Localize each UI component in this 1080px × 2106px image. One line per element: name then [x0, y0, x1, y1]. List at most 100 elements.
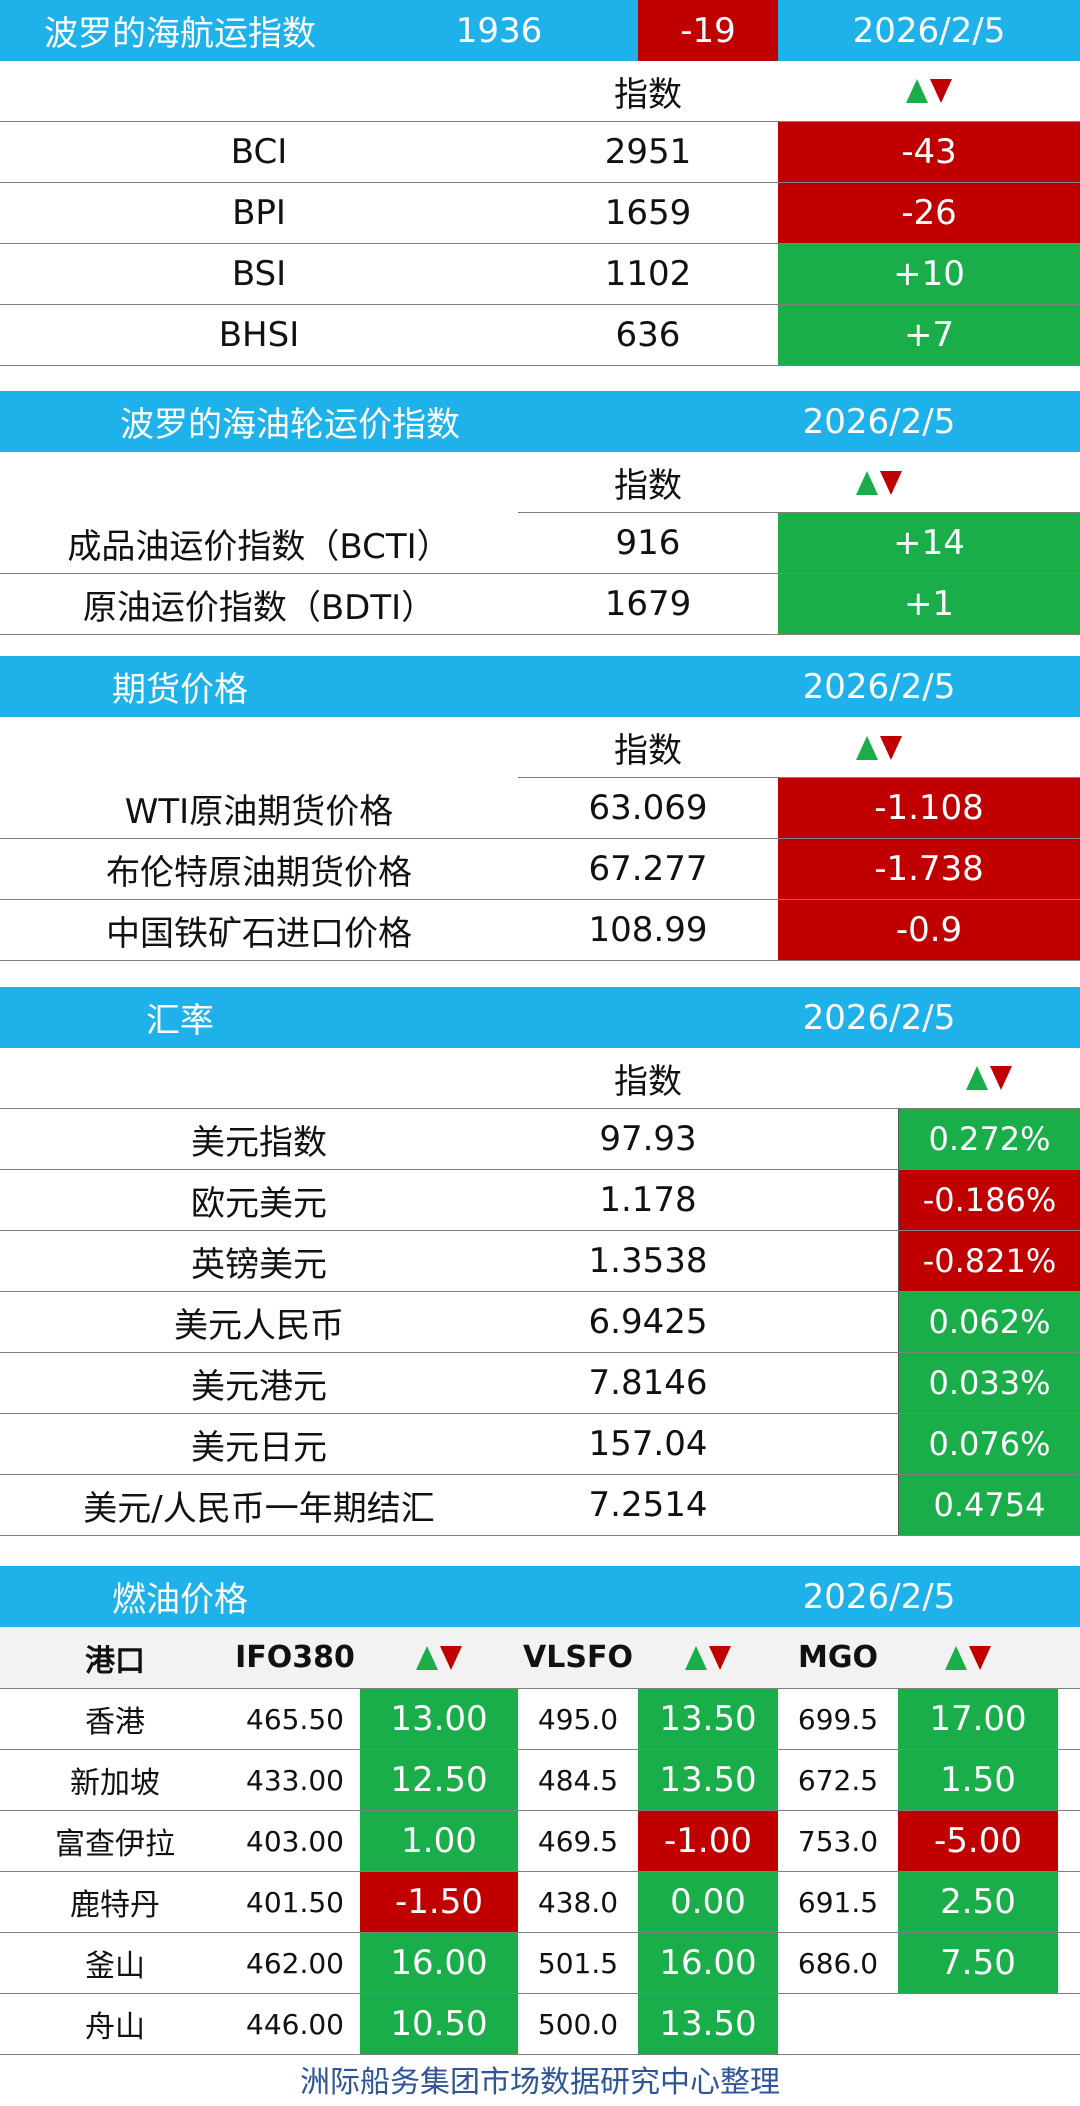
vlsfo-price: 500.0 [537, 2007, 619, 2041]
ifo380-change-header [360, 1627, 518, 1688]
fx-row: 美元人民币 6.9425 0.062% [0, 1292, 1080, 1353]
ifo380-change: 16.00 [360, 1933, 518, 1993]
bdi-date: 2026/2/5 [852, 10, 1006, 51]
up-arrow-icon [856, 735, 878, 760]
futures-title: 期货价格 [112, 670, 248, 710]
column-label-index: 指数 [614, 731, 682, 771]
row-change: 0.076% [898, 1414, 1080, 1474]
mgo-price: 686.0 [797, 1946, 879, 1980]
mgo-change: 17.00 [898, 1689, 1058, 1749]
futures-row: 中国铁矿石进口价格 108.99 -0.9 [0, 900, 1080, 961]
change-column-header [898, 1048, 1080, 1108]
up-arrow-icon [966, 1066, 988, 1090]
fuel-row: 富查伊拉 403.00 1.00 469.5 -1.00 753.0 -5.00 [0, 1811, 1080, 1872]
row-name: BSI [231, 254, 287, 294]
vlsfo-price: 495.0 [537, 1702, 619, 1736]
mgo-change: 1.50 [898, 1750, 1058, 1810]
mgo-change: -5.00 [898, 1811, 1058, 1871]
futures-row: WTI原油期货价格 63.069 -1.108 [0, 778, 1080, 839]
row-name: 美元人民币 [174, 1305, 344, 1346]
row-value: 108.99 [588, 910, 708, 950]
ifo380-price: 462.00 [246, 1946, 344, 1980]
change-column-header [778, 717, 980, 778]
footer-text: 洲际船务集团市场数据研究中心整理 [300, 2065, 780, 2100]
down-arrow-icon [709, 1645, 731, 1670]
row-name: 原油运价指数（BDTI） [82, 587, 436, 628]
fuel-col-vlsfo: VLSFO [523, 1640, 633, 1675]
up-arrow-icon [416, 1645, 438, 1670]
vlsfo-change: 16.00 [638, 1933, 778, 1993]
bdi-value: 1936 [455, 10, 543, 51]
row-change: 0.4754 [898, 1475, 1080, 1535]
fuel-row: 香港 465.50 13.00 495.0 13.50 699.5 17.00 [0, 1689, 1080, 1750]
tanker-column-header: 指数 [0, 452, 1080, 513]
up-arrow-icon [685, 1645, 707, 1670]
ifo380-price: 403.00 [246, 1824, 344, 1858]
vlsfo-change: -1.00 [638, 1811, 778, 1871]
vlsfo-change: 13.50 [638, 1994, 778, 2054]
row-value: 2951 [604, 132, 692, 172]
row-name: 欧元美元 [191, 1183, 327, 1224]
vlsfo-price: 438.0 [537, 1885, 619, 1919]
ifo380-price: 465.50 [246, 1702, 344, 1736]
futures-date: 2026/2/5 [802, 666, 956, 707]
mgo-change: 2.50 [898, 1872, 1058, 1932]
tanker-date: 2026/2/5 [802, 401, 956, 442]
vlsfo-change: 0.00 [638, 1872, 778, 1932]
up-arrow-icon [856, 470, 878, 495]
port-name: 富查伊拉 [55, 1827, 175, 1862]
row-change: -0.9 [778, 900, 1080, 960]
row-value: 636 [615, 315, 681, 355]
footer: 洲际船务集团市场数据研究中心整理 [0, 2054, 1080, 2104]
row-name: 美元日元 [191, 1427, 327, 1468]
fuel-column-header: 港口 IFO380 VLSFO MGO [0, 1627, 1080, 1689]
mgo-price: 699.5 [797, 1702, 879, 1736]
change-column-header [778, 61, 1080, 121]
fuel-title: 燃油价格 [112, 1580, 248, 1620]
row-value: 1679 [604, 584, 692, 624]
row-change: 0.062% [898, 1292, 1080, 1352]
bdi-title: 波罗的海航运指数 [44, 14, 316, 54]
fx-date: 2026/2/5 [802, 997, 956, 1038]
fuel-row: 釜山 462.00 16.00 501.5 16.00 686.0 7.50 [0, 1933, 1080, 1994]
vlsfo-price: 484.5 [537, 1763, 619, 1797]
row-name: 美元港元 [191, 1366, 327, 1407]
fx-row: 美元指数 97.93 0.272% [0, 1109, 1080, 1170]
fx-row: 美元港元 7.8146 0.033% [0, 1353, 1080, 1414]
ifo380-change: -1.50 [360, 1872, 518, 1932]
ifo380-price: 446.00 [246, 2007, 344, 2041]
vlsfo-price: 469.5 [537, 1824, 619, 1858]
row-name: 中国铁矿石进口价格 [106, 913, 412, 954]
futures-header: 期货价格 2026/2/5 [0, 656, 1080, 717]
row-change: -43 [778, 122, 1080, 182]
fx-row: 欧元美元 1.178 -0.186% [0, 1170, 1080, 1231]
port-name: 舟山 [85, 2010, 145, 2045]
tanker-header: 波罗的海油轮运价指数 2026/2/5 [0, 391, 1080, 452]
port-name: 釜山 [85, 1949, 145, 1984]
row-change: -1.738 [778, 839, 1080, 899]
mgo-change: 7.50 [898, 1933, 1058, 1993]
fuel-date: 2026/2/5 [802, 1576, 956, 1617]
row-name: 成品油运价指数（BCTI） [67, 526, 451, 567]
vlsfo-change-header [638, 1627, 778, 1688]
mgo-change-header [898, 1627, 1038, 1688]
fuel-col-mgo: MGO [798, 1640, 878, 1675]
row-name: 美元/人民币一年期结汇 [83, 1488, 435, 1529]
column-label-index: 指数 [614, 1061, 682, 1102]
row-value: 7.2514 [588, 1485, 708, 1525]
fuel-col-port: 港口 [85, 1643, 145, 1679]
fx-row: 美元/人民币一年期结汇 7.2514 0.4754 [0, 1475, 1080, 1536]
row-change: 0.272% [898, 1109, 1080, 1169]
fx-column-header: 指数 [0, 1048, 1080, 1109]
row-change: +10 [778, 244, 1080, 304]
change-column-header [778, 452, 980, 513]
row-value: 916 [615, 523, 681, 563]
column-label-index: 指数 [614, 74, 682, 115]
down-arrow-icon [990, 1066, 1012, 1090]
row-name: 美元指数 [191, 1122, 327, 1163]
row-value: 1.3538 [588, 1241, 708, 1281]
row-name: WTI原油期货价格 [124, 791, 394, 832]
row-name: 英镑美元 [191, 1244, 327, 1285]
row-change: +7 [778, 305, 1080, 365]
ifo380-change: 1.00 [360, 1811, 518, 1871]
